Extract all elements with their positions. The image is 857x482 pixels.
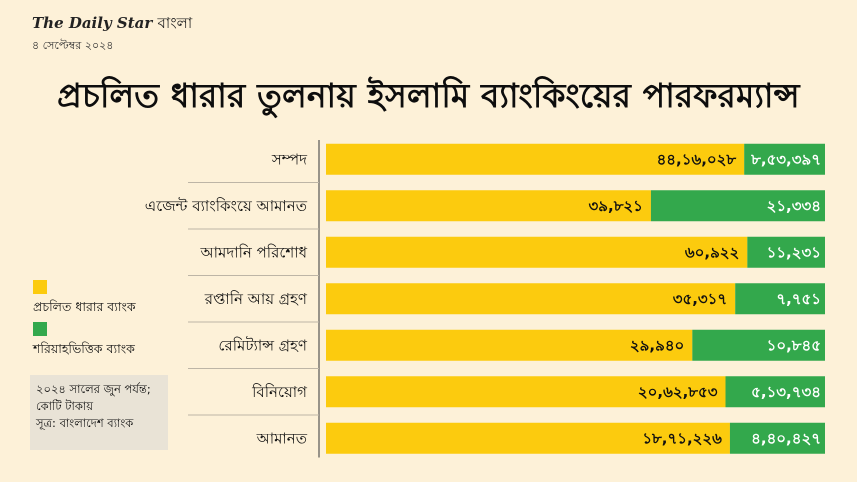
category-label: এজেন্ট ব্যাংকিংয়ে আমানত — [145, 197, 308, 215]
note-period: ২০২৪ সালের জুন পর্যন্ত; — [36, 382, 151, 396]
value-label-islamic: ৫,১৩,৭৩৪ — [751, 383, 821, 401]
legend-swatch-conventional — [33, 280, 47, 294]
value-label-conventional: ২৯,৯৪০ — [630, 336, 684, 354]
bar-conventional — [326, 376, 726, 408]
value-label-islamic: ৮,৫৩,৩৯৭ — [750, 150, 821, 168]
brand-name: The Daily Star — [32, 14, 153, 32]
category-label: সম্পদ — [271, 150, 308, 168]
value-label-islamic: ২১,৩৩৪ — [767, 197, 821, 215]
chart-title: প্রচলিত ধারার তুলনায় ইসলামি ব্যাংকিংয়ে… — [57, 76, 800, 115]
bar-conventional — [326, 329, 693, 361]
publish-date: ৪ সেপ্টেম্বর ২০২৪ — [32, 39, 114, 52]
legend-swatch-islamic — [33, 322, 47, 336]
legend-label-conventional: প্রচলিত ধারার ব্যাংক — [33, 299, 136, 314]
bar-islamic — [692, 329, 825, 361]
source-note: ২০২৪ সালের জুন পর্যন্ত; কোটি টাকায় সূত্… — [30, 375, 168, 450]
value-label-conventional: ৪৪,১৬,০২৮ — [657, 150, 737, 168]
value-label-conventional: ৬০,৯২২ — [685, 243, 739, 261]
category-label: আমানত — [256, 429, 308, 447]
bar-islamic — [735, 283, 825, 315]
note-unit: কোটি টাকায় — [36, 399, 94, 413]
note-source: সূত্র: বাংলাদেশ ব্যাংক — [36, 416, 134, 430]
bar-conventional — [326, 236, 748, 268]
brand-language: বাংলা — [157, 14, 193, 32]
category-label: বিনিয়োগ — [251, 383, 308, 401]
value-label-conventional: ৩৯,৮২১ — [589, 197, 643, 215]
bar-islamic — [729, 422, 825, 454]
legend-label-islamic: শরিয়াহভিত্তিক ব্যাংক — [33, 341, 135, 356]
bar-islamic — [747, 236, 825, 268]
category-label: রেমিট্যান্স গ্রহণ — [218, 336, 308, 354]
category-label: আমদানি পরিশোধ — [200, 243, 308, 261]
bar-conventional — [326, 422, 730, 454]
value-label-islamic: ১১,২৩১ — [767, 243, 821, 261]
value-label-conventional: ৩৫,৩১৭ — [673, 290, 727, 308]
bar-islamic — [650, 190, 825, 222]
bar-islamic — [725, 376, 825, 408]
bar-islamic — [744, 143, 825, 175]
value-label-conventional: ১৮,৭১,২২৬ — [642, 429, 722, 447]
bar-conventional — [326, 190, 651, 222]
brand-logo: The Daily Star বাংলা — [32, 12, 192, 37]
bar-conventional — [326, 143, 745, 175]
value-label-islamic: ১০,৮৪৫ — [767, 336, 821, 354]
bar-conventional — [326, 283, 736, 315]
category-label: রপ্তানি আয় গ্রহণ — [204, 290, 308, 308]
value-label-conventional: ২০,৬২,৮৫৩ — [638, 383, 718, 401]
value-label-islamic: ৪,৪০,৪২৭ — [751, 429, 821, 447]
value-label-islamic: ৭,৭৫১ — [776, 290, 821, 308]
